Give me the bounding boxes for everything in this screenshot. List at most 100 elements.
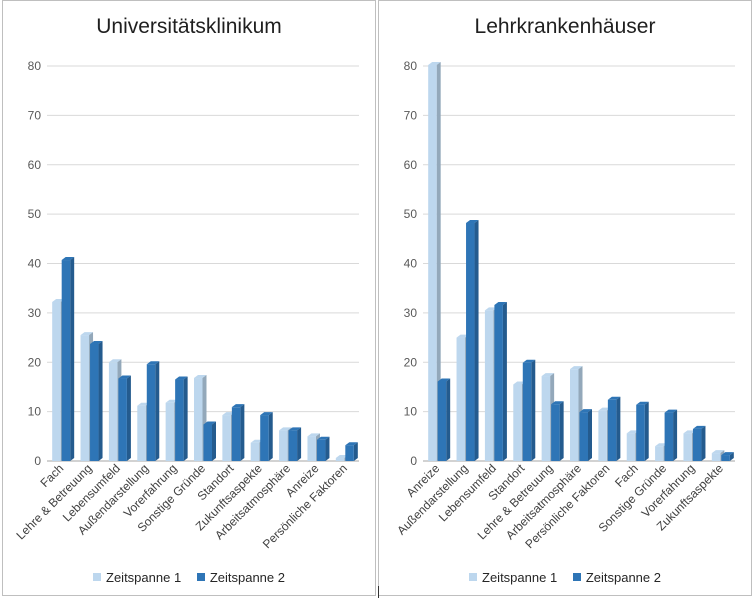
chart-title: Universitätsklinikum (96, 15, 282, 38)
bar-top (692, 425, 706, 429)
bar-top (428, 62, 441, 66)
bar-front (175, 379, 184, 461)
bar-2 (90, 340, 103, 461)
y-tick-label: 50 (404, 207, 418, 221)
bar-2 (61, 257, 75, 461)
y-tick-label: 30 (404, 306, 418, 320)
bar-top (231, 404, 245, 408)
bar-side (559, 401, 564, 461)
bar-top (484, 307, 498, 311)
bar-front (655, 446, 664, 461)
bar-side (98, 340, 103, 461)
bar-top (570, 366, 583, 370)
bar-top (541, 373, 555, 377)
bar-front (683, 433, 692, 461)
y-tick-label: 20 (28, 355, 42, 369)
bar-front (513, 384, 522, 461)
bar-2 (146, 361, 160, 461)
bar-side (673, 409, 678, 461)
bar-top (203, 421, 216, 425)
bar-side (474, 220, 479, 461)
bar-top (61, 257, 75, 261)
bar-front (80, 335, 90, 461)
bar-2 (175, 376, 188, 461)
bar-front (279, 430, 288, 461)
y-tick-label: 40 (28, 257, 42, 271)
bar-top (52, 299, 65, 303)
bar-front (692, 428, 702, 461)
bar-side (297, 427, 302, 461)
y-tick-label: 70 (404, 108, 418, 122)
bar-front (570, 369, 579, 461)
bar-top (175, 376, 188, 380)
bar-front (456, 337, 466, 461)
legend-label: Zeitspanne 2 (209, 570, 285, 585)
legend-item-series-2: Zeitspanne 2 (572, 570, 661, 585)
bar-top (146, 361, 160, 365)
bar-top (90, 340, 103, 344)
bar-top (579, 409, 592, 413)
legend-swatch (469, 573, 478, 581)
y-tick-label: 30 (28, 306, 42, 320)
y-tick-label: 10 (404, 405, 418, 419)
bar-front (522, 362, 532, 461)
bar-2 (466, 220, 479, 461)
bar-top (494, 301, 507, 305)
bar-side (155, 361, 160, 461)
bar-side (126, 375, 131, 461)
bar-side (531, 359, 536, 461)
y-tick-label: 0 (410, 454, 417, 468)
bar-front (316, 439, 326, 461)
bar-2 (494, 301, 507, 461)
bar-2 (692, 425, 706, 461)
bar-side (183, 376, 188, 461)
y-tick-label: 60 (28, 158, 42, 172)
bar-front (664, 412, 674, 461)
bar-front (636, 404, 645, 461)
bar-front (194, 378, 203, 461)
bar-front (288, 430, 298, 461)
bar-side (502, 301, 507, 461)
bar-front (607, 399, 617, 461)
bar-front (345, 445, 354, 461)
y-tick-label: 80 (28, 59, 42, 73)
bar-2 (721, 452, 734, 461)
bar-top (437, 378, 451, 382)
bar-top (307, 433, 320, 437)
bar-2 (437, 378, 451, 461)
bar-2 (522, 359, 536, 461)
bar-2 (118, 375, 131, 461)
bar-top (664, 409, 678, 413)
bar-front (165, 402, 175, 461)
legend: Zeitspanne 1 Zeitspanne 2 (379, 570, 751, 585)
y-tick-label: 80 (404, 59, 418, 73)
bar-front (137, 405, 146, 461)
bar-top (80, 332, 94, 336)
legend: Zeitspanne 1 Zeitspanne 2 (3, 570, 375, 585)
bar-side (701, 425, 706, 461)
bar-front (541, 376, 551, 461)
bar-top (636, 401, 649, 405)
y-tick-label: 40 (404, 257, 418, 271)
bar-side (353, 442, 358, 461)
y-tick-label: 50 (28, 207, 42, 221)
bar-side (644, 401, 649, 461)
bar-front (551, 404, 560, 461)
bar-side (212, 421, 216, 461)
bar-top (711, 450, 725, 454)
bar-front (598, 410, 607, 461)
bar-top (260, 412, 273, 416)
bar-2 (316, 436, 330, 461)
chart-panel-universitaetsklinikum: Universitätsklinikum 0 10 20 30 40 50 60 70 80 Fa… (2, 0, 376, 596)
legend-item-series-2: Zeitspanne 2 (196, 570, 285, 585)
bar-front (307, 436, 316, 461)
bar-top (108, 359, 122, 363)
legend-swatch (572, 573, 581, 581)
legend-item-series-1: Zeitspanne 1 (93, 570, 181, 585)
legend-label: Zeitspanne 1 (106, 570, 182, 585)
bar-top (279, 427, 292, 431)
bar-front (721, 455, 730, 461)
bar-front (222, 415, 231, 461)
bar-1 (428, 62, 441, 461)
y-tick-label: 70 (28, 108, 42, 122)
